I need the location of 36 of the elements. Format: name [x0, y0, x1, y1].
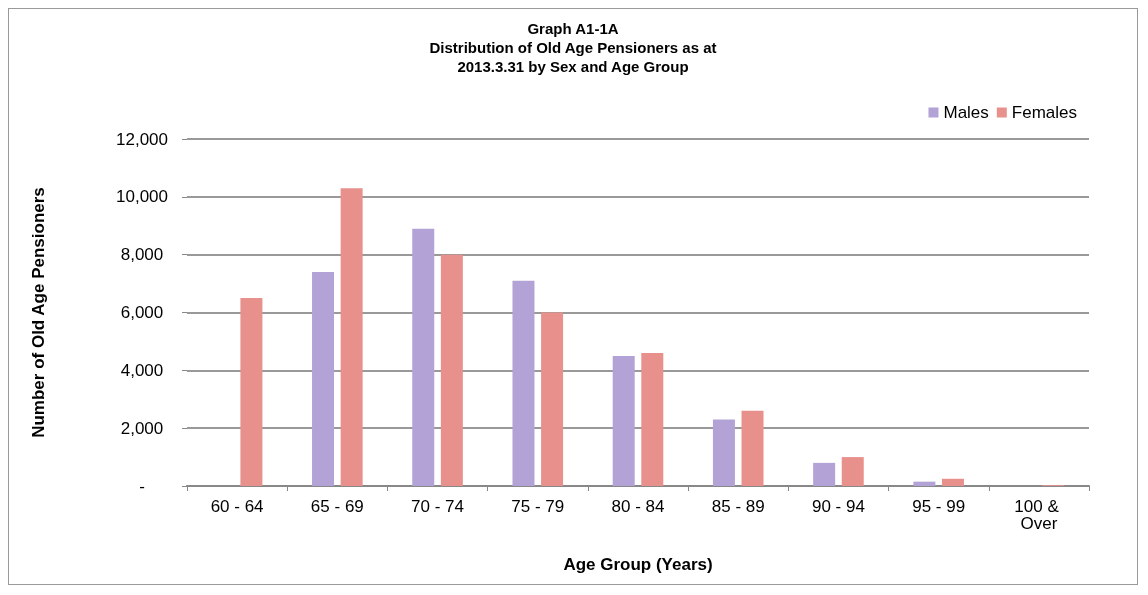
- x-tick-label: 65 - 69: [310, 497, 364, 516]
- x-tick-label: 70 - 74: [411, 497, 465, 516]
- bar: [541, 312, 564, 486]
- y-tick-label: 6,000: [120, 303, 164, 322]
- y-tick-label: 8,000: [120, 245, 164, 265]
- x-axis-title: Age Group (Years): [563, 555, 713, 574]
- y-axis-title: Number of Old Age Pensioners: [29, 187, 48, 438]
- x-tick-label: 100 & Over: [1014, 497, 1064, 533]
- chart-title: Graph A1-1A Distribution of Old Age Pensioners as at 2013.3.31 by Sex and Age Group: [429, 20, 717, 75]
- y-tick-label: 10,000: [116, 187, 168, 207]
- bar: [440, 254, 463, 486]
- x-tick-label: 90 - 94: [811, 497, 865, 516]
- bar: [512, 280, 535, 486]
- bar: [741, 410, 764, 486]
- bar: [712, 419, 735, 486]
- y-tick-label: -: [139, 476, 145, 496]
- y-tick-label: 12,000: [116, 129, 168, 149]
- x-tick-label: 85 - 89: [711, 497, 765, 516]
- bar: [941, 478, 964, 486]
- bar: [240, 298, 263, 486]
- bar: [913, 481, 936, 486]
- y-tick-label: 2,000: [120, 418, 164, 438]
- legend-label: Males: [943, 103, 989, 122]
- bar: [312, 272, 335, 486]
- bar: [612, 355, 635, 486]
- x-tick-label: 60 - 64: [210, 497, 264, 516]
- x-tick-label: 95 - 99: [912, 497, 966, 516]
- bar: [813, 462, 836, 486]
- legend-label: Females: [1011, 103, 1077, 122]
- bar: [340, 188, 363, 486]
- bar: [641, 352, 664, 486]
- x-tick-label: 75 - 79: [511, 497, 565, 516]
- bar: [412, 228, 435, 486]
- y-tick-label: 4,000: [120, 360, 164, 380]
- bar: [841, 457, 864, 486]
- x-tick-label: 80 - 84: [611, 497, 665, 516]
